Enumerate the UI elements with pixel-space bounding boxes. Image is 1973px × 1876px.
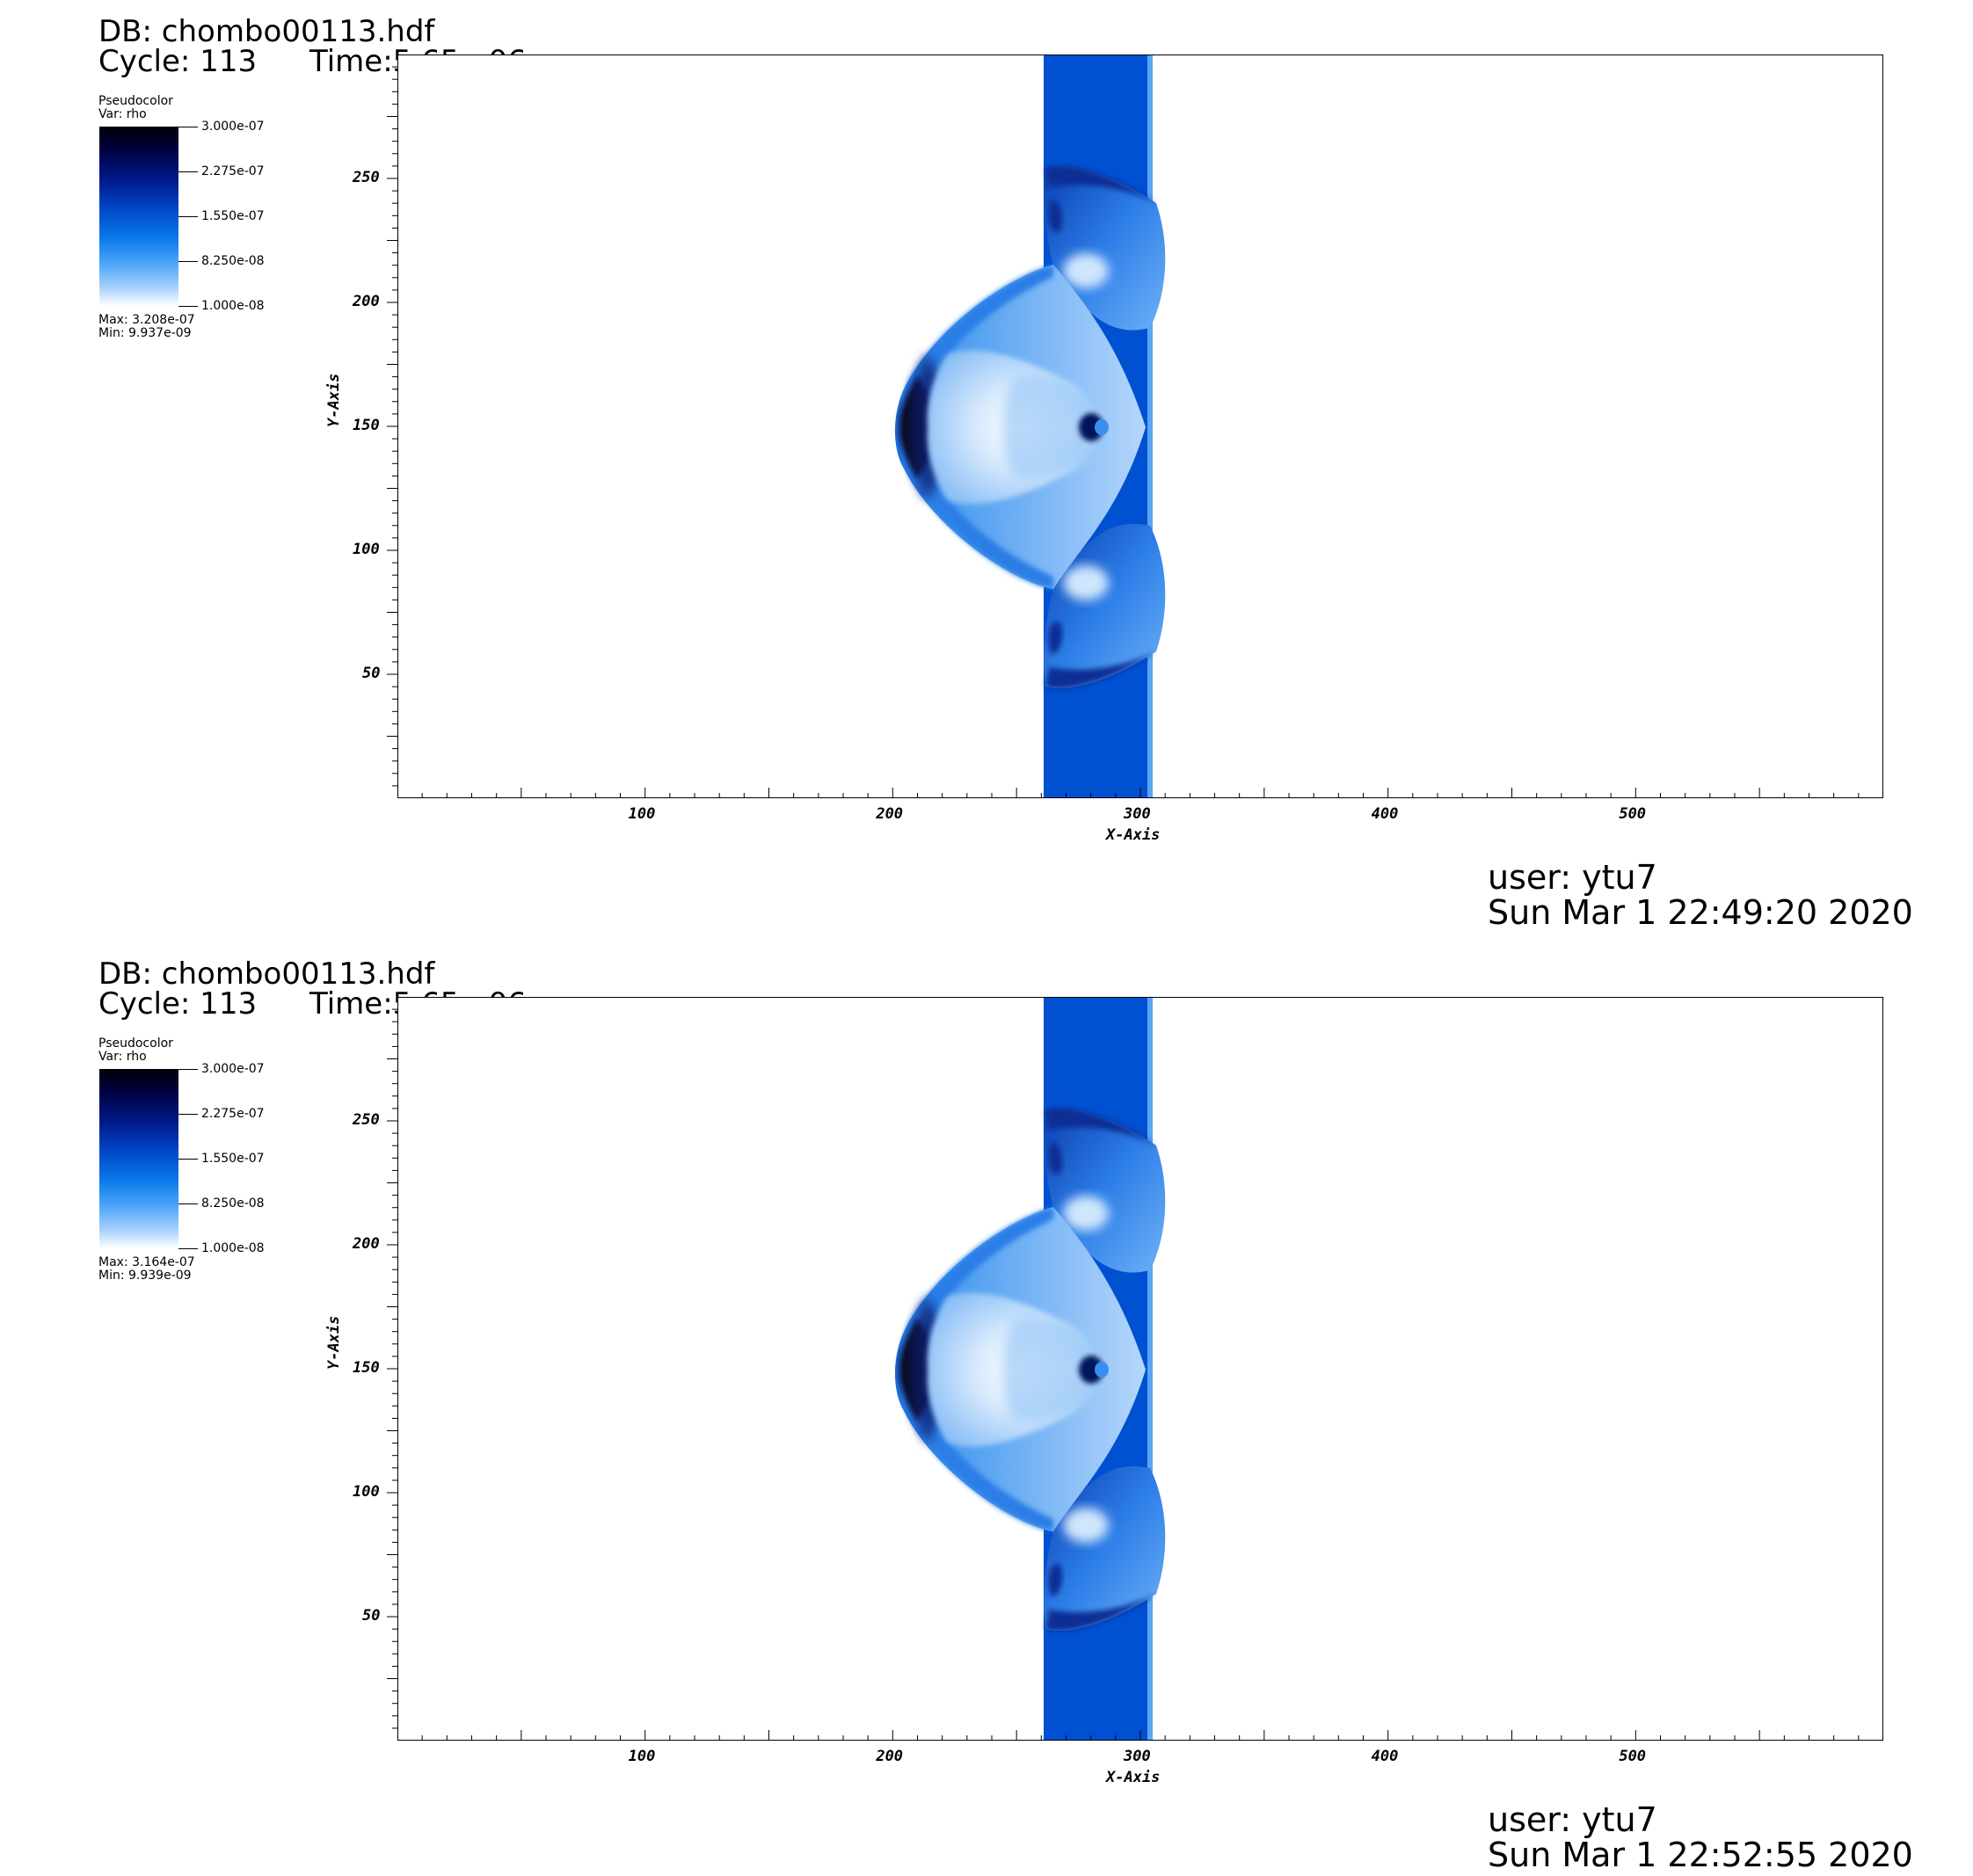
plot-axes [387, 1008, 1860, 1741]
upper-cap-region [1044, 1108, 1166, 1273]
x-axis-title: X-Axis [1106, 826, 1161, 844]
user-label: user: ytu7 [1488, 1800, 1657, 1839]
x-tick-label: 400 [1371, 1748, 1399, 1765]
visit-plot-window: DB: chombo00113.hdf Cycle: 113 Time:5.65… [0, 0, 1973, 934]
legend-variable: Var: rho [98, 107, 147, 121]
legend-variable: Var: rho [98, 1050, 147, 1064]
x-tick-label: 100 [628, 1748, 656, 1765]
density-field [894, 55, 1166, 797]
colorbar-tick-label: 2.275e-07 [201, 1107, 265, 1121]
y-tick-label: 100 [353, 541, 380, 558]
colorbar [99, 127, 178, 306]
x-axis-title: X-Axis [1106, 1769, 1161, 1786]
upper-cap-region [1044, 165, 1166, 331]
colorbar-tick-label: 8.250e-08 [201, 1196, 265, 1211]
x-tick-label: 200 [876, 805, 904, 823]
plot-area [397, 997, 1883, 1741]
visit-plot-window: DB: chombo00113.hdf Cycle: 113 Time:5.65… [0, 942, 1973, 1876]
colorbar-tick-label: 3.000e-07 [201, 1062, 265, 1076]
x-tick-label: 300 [1124, 805, 1151, 823]
colorbar-tick-label: 8.250e-08 [201, 254, 265, 268]
y-tick-label: 100 [353, 1483, 380, 1501]
colorbar-tick [178, 216, 198, 217]
cycle-label: Cycle: 113 [98, 986, 258, 1022]
y-tick-label: 150 [353, 417, 380, 434]
plot-area [397, 55, 1883, 798]
colorbar-tick [178, 306, 198, 307]
legend-min: Min: 9.939e-09 [98, 1269, 192, 1283]
y-tick-label: 200 [353, 1235, 380, 1253]
database-label: DB: chombo00113.hdf [98, 956, 435, 992]
colorbar [99, 1069, 178, 1248]
colorbar-tick-label: 3.000e-07 [201, 120, 265, 134]
user-label: user: ytu7 [1488, 858, 1657, 897]
timestamp-label: Sun Mar 1 22:49:20 2020 [1488, 893, 1913, 932]
y-tick-label: 50 [362, 665, 381, 682]
y-axis-title: Y-Axis [325, 373, 343, 427]
legend-max: Max: 3.208e-07 [98, 313, 195, 327]
colorbar-tick [178, 261, 198, 262]
colorbar-tick-label: 1.000e-08 [201, 1241, 265, 1255]
x-tick-label: 500 [1619, 805, 1647, 823]
y-tick-label: 250 [353, 169, 380, 186]
y-tick-label: 50 [362, 1607, 381, 1625]
x-tick-label: 300 [1124, 1748, 1151, 1765]
database-label: DB: chombo00113.hdf [98, 14, 435, 49]
cycle-label: Cycle: 113 [98, 44, 258, 79]
colorbar-tick-label: 2.275e-07 [201, 164, 265, 178]
y-tick-label: 150 [353, 1359, 380, 1377]
colorbar-tick-label: 1.550e-07 [201, 209, 265, 223]
colorbar-tick [178, 171, 198, 172]
x-tick-label: 200 [876, 1748, 904, 1765]
x-tick-label: 500 [1619, 1748, 1647, 1765]
legend-max: Max: 3.164e-07 [98, 1255, 195, 1269]
lower-cap-region [1044, 523, 1166, 689]
legend-plot-type: Pseudocolor [98, 1036, 173, 1051]
x-tick-label: 100 [628, 805, 656, 823]
colorbar-tick [178, 1069, 198, 1070]
plot-axes [387, 66, 1860, 798]
colorbar-tick [178, 1159, 198, 1160]
colorbar-tick [178, 1114, 198, 1115]
y-axis-title: Y-Axis [325, 1315, 343, 1370]
legend-min: Min: 9.937e-09 [98, 326, 192, 340]
x-tick-label: 400 [1371, 805, 1399, 823]
lower-cap-region [1044, 1465, 1166, 1632]
colorbar-tick [178, 1248, 198, 1249]
colorbar-tick-label: 1.550e-07 [201, 1152, 265, 1166]
colorbar-tick [178, 1203, 198, 1204]
y-tick-label: 250 [353, 1111, 380, 1129]
y-tick-label: 200 [353, 293, 380, 310]
jet-nub [1079, 413, 1103, 441]
colorbar-tick-label: 1.000e-08 [201, 299, 265, 313]
density-field [894, 998, 1166, 1740]
legend-plot-type: Pseudocolor [98, 94, 173, 108]
jet-nub [1079, 1356, 1103, 1384]
timestamp-label: Sun Mar 1 22:52:55 2020 [1488, 1836, 1913, 1874]
